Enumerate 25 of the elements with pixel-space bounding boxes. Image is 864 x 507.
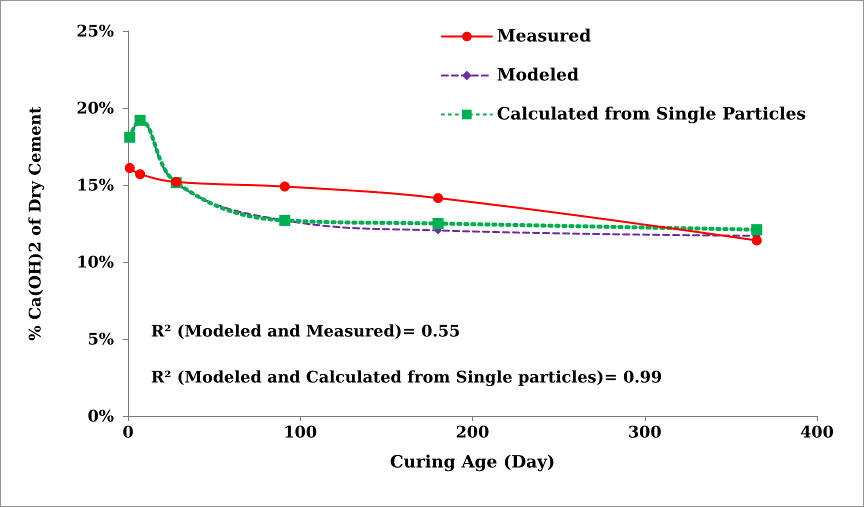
x-tick-label: 0 <box>122 422 134 442</box>
point <box>135 169 146 180</box>
point <box>752 235 762 246</box>
x-tick-label: 300 <box>628 422 662 442</box>
y-tick-label: 10% <box>76 252 114 272</box>
y-axis-title: % Ca(OH)2 of Dry Cement <box>26 106 44 341</box>
point <box>751 224 762 236</box>
legend-label: Measured <box>496 26 592 46</box>
y-tick-label: 25% <box>76 22 114 40</box>
y-tick-label: 15% <box>76 176 114 194</box>
point <box>280 182 290 192</box>
x-tick-label: 100 <box>284 422 317 442</box>
x-axis-title: Curing Age (Day) <box>390 452 556 472</box>
y-tick-label: 20% <box>76 98 114 118</box>
x-tick-label: 400 <box>800 422 834 442</box>
point <box>432 218 444 229</box>
annotation: R² (Modeled and Measured)= 0.55 <box>151 322 460 340</box>
y-tick-label: 0% <box>88 406 114 426</box>
point <box>433 193 444 204</box>
x-tick-label: 200 <box>456 422 490 442</box>
y-tick-label: 5% <box>88 330 114 348</box>
legend-label: Calculated from Single Particles <box>496 104 806 124</box>
point <box>124 163 135 174</box>
legend-label: Modeled <box>496 66 579 86</box>
annotation: R² (Modeled and Calculated from Single particles)= 0.99 <box>151 368 662 386</box>
